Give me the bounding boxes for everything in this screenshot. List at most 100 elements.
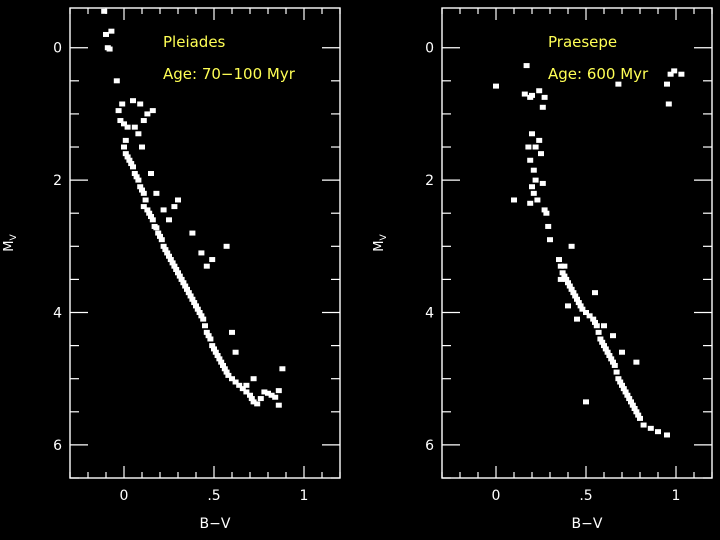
pleiades-data-point <box>184 286 190 292</box>
pleiades-data-point <box>279 366 286 372</box>
praesepe-data-point <box>586 313 593 319</box>
pleiades-data-point <box>175 197 181 203</box>
pleiades-data-point <box>250 376 257 382</box>
pleiades-data-point <box>167 257 174 263</box>
pleiades-data-point <box>139 187 145 193</box>
praesepe-data-point <box>619 382 625 388</box>
pleiades-data-point <box>198 250 205 256</box>
pleiades-data-point <box>137 184 144 190</box>
pleiades-xtick-label: 1 <box>300 488 309 504</box>
pleiades-data-point <box>149 217 156 223</box>
praesepe-data-point <box>532 177 539 183</box>
pleiades-data-point <box>106 46 113 52</box>
praesepe-ytick-label: 4 <box>425 306 434 322</box>
praesepe-data-point <box>601 323 607 329</box>
pleiades-data-point <box>196 310 203 316</box>
pleiades-ytick-label: 0 <box>53 41 62 57</box>
pleiades-data-point <box>148 214 154 220</box>
pleiades-data-point <box>236 382 243 388</box>
pleiades-data-point <box>189 230 196 236</box>
pleiades-data-point <box>257 396 264 402</box>
pleiades-data-point <box>194 306 201 312</box>
pleiades-data-point <box>207 336 214 342</box>
praesepe-data-point <box>529 184 535 190</box>
pleiades-ytick-label: 6 <box>53 438 62 454</box>
pleiades-data-point <box>101 8 108 14</box>
pleiades-data-point <box>142 197 149 203</box>
praesepe-data-point <box>655 429 661 435</box>
pleiades-data-point <box>130 98 136 104</box>
praesepe-data-point <box>574 296 580 302</box>
praesepe-data-point <box>530 190 537 196</box>
praesepe-data-point <box>559 270 566 276</box>
pleiades-ytick-label: 4 <box>53 306 62 322</box>
praesepe-data-point <box>530 167 537 173</box>
praesepe-data-point <box>563 276 570 282</box>
pleiades-ytick-label: 2 <box>53 173 62 189</box>
praesepe-data-point <box>565 280 571 286</box>
pleiades-data-point <box>185 290 192 296</box>
praesepe-data-point <box>665 101 672 107</box>
praesepe-data-point <box>606 353 613 359</box>
pleiades-data-point <box>133 174 140 180</box>
praesepe-data-point <box>529 92 535 98</box>
pleiades-data-point <box>203 263 210 269</box>
pleiades-data-point <box>239 386 246 392</box>
pleiades-data-point <box>243 389 250 395</box>
praesepe-xtick-label: 1 <box>672 488 681 504</box>
pleiades-data-point <box>173 266 180 272</box>
praesepe-data-point <box>577 303 584 309</box>
praesepe-data-point <box>628 399 634 405</box>
praesepe-data-point <box>620 386 627 392</box>
pleiades-data-point <box>203 329 210 335</box>
praesepe-data-point <box>570 290 577 296</box>
pleiades-data-point <box>160 207 167 213</box>
pleiades-data-point <box>122 137 129 143</box>
praesepe-data-point <box>543 210 550 216</box>
praesepe-data-point <box>678 71 685 77</box>
pleiades-data-point <box>164 250 171 256</box>
pleiades-data-point <box>221 366 228 372</box>
pleiades-data-point <box>232 349 239 355</box>
praesepe-plot-frame <box>441 7 713 479</box>
pleiades-data-point <box>272 394 279 400</box>
praesepe-data-point <box>592 319 598 325</box>
praesepe-data-point <box>624 392 631 398</box>
pleiades-data-point <box>218 359 225 365</box>
pleiades-data-point <box>214 353 221 359</box>
praesepe-data-point <box>615 81 622 87</box>
praesepe-data-point <box>633 409 640 415</box>
praesepe-data-point <box>592 290 598 296</box>
pleiades-data-point <box>265 390 271 396</box>
pleiades-data-point <box>157 233 163 239</box>
pleiades-data-point <box>209 343 216 349</box>
praesepe-data-point <box>545 223 552 229</box>
pleiades-data-point <box>108 28 115 34</box>
pleiades-data-point <box>140 190 147 196</box>
pleiades-data-point <box>126 157 133 163</box>
praesepe-y-axis-label-subscript: V <box>379 233 389 240</box>
praesepe-data-point <box>541 94 548 100</box>
praesepe-x-axis-label: B−V <box>572 516 603 532</box>
praesepe-data-point <box>561 263 568 269</box>
pleiades-data-point <box>176 273 183 279</box>
pleiades-data-point <box>124 154 131 160</box>
praesepe-data-point <box>525 144 532 150</box>
praesepe-data-point <box>565 303 571 309</box>
praesepe-data-point <box>527 157 534 163</box>
praesepe-data-point <box>541 207 548 213</box>
pleiades-data-point <box>223 243 230 249</box>
praesepe-data-point <box>547 237 553 243</box>
praesepe-ytick-label: 2 <box>425 173 434 189</box>
pleiades-plot-frame <box>69 7 341 479</box>
praesepe-ytick-label: 6 <box>425 438 434 454</box>
praesepe-data-point <box>610 359 616 365</box>
pleiades-data-point <box>139 144 145 150</box>
praesepe-data-point <box>629 402 636 408</box>
pleiades-data-point <box>198 313 205 319</box>
pleiades-data-point <box>275 388 282 394</box>
praesepe-data-point <box>527 200 534 206</box>
pleiades-data-point <box>160 243 167 249</box>
pleiades-data-point <box>140 204 147 210</box>
